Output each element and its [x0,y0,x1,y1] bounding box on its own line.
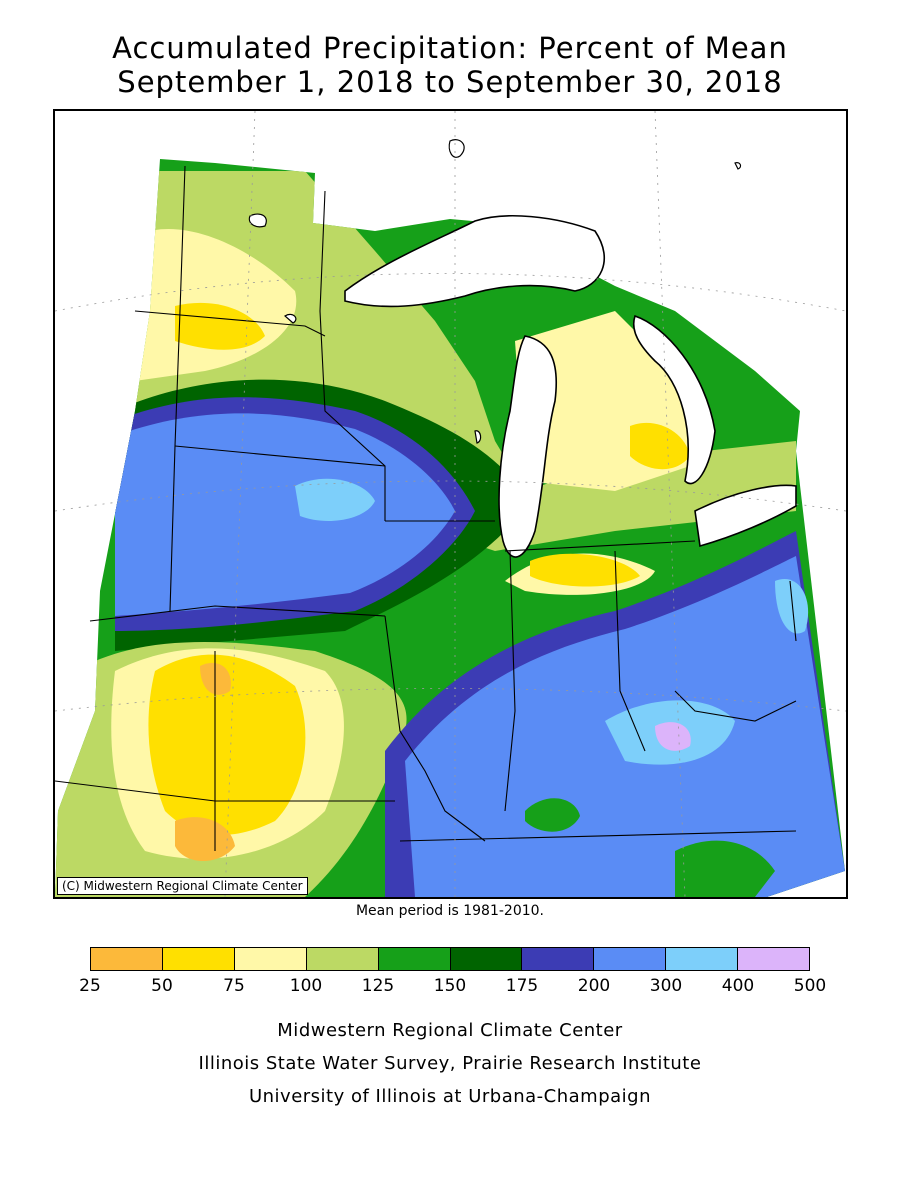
border-mi-in [504,540,696,552]
border-ky-tn [399,830,797,842]
legend-tick-label: 200 [577,976,611,996]
legend-swatch-9 [738,948,810,970]
legend-tick-label: 500 [793,976,827,996]
map-frame: (C) Midwestern Regional Climate Center [53,109,848,899]
small-lakes [248,139,742,444]
field-125-150-tn [525,798,580,832]
great-lakes [344,215,797,558]
legend-swatch-2 [234,948,307,970]
legend-tick-label: 125 [361,976,395,996]
legend-swatch-7 [594,948,667,970]
credit-line3: University of Illinois at Urbana-Champai… [248,1086,652,1107]
lake-michigan [498,335,557,558]
field-125-150-se [675,840,775,897]
field-300-400-oh [775,579,809,634]
map-title-line1: Accumulated Precipitation: Percent of Me… [112,31,788,65]
legend-tick-label: 300 [649,976,683,996]
lake-superior [344,215,606,308]
copyright-note: (C) Midwestern Regional Climate Center [57,877,308,895]
border-mo-il [384,615,486,842]
credit-line1: Midwestern Regional Climate Center [277,1020,623,1041]
field-100-125-north [135,171,796,551]
legend-swatch-4 [378,948,451,970]
legend-swatch-5 [450,948,523,970]
legend-swatch-8 [666,948,739,970]
mean-period-note: Mean period is 1981-2010. [355,903,545,919]
credit-line2: Illinois State Water Survey, Prairie Res… [198,1053,702,1074]
field-50-75-mi [630,422,690,470]
legend-tick-label: 75 [223,976,245,996]
legend-ticks: 25 50 75 100 125 150 175 200 300 400 500 [79,976,826,1000]
map-title-line2: September 1, 2018 to September 30, 2018 [117,65,783,99]
border-il-in [504,550,516,812]
field-50-75-nd [175,302,265,350]
legend-tick-label: 400 [721,976,755,996]
legend-tick-label: 100 [289,976,323,996]
border-in-oh [614,550,646,752]
lake-huron [633,314,716,485]
border-oh-ky-wv [674,690,797,722]
field-25-50-ks [175,817,235,861]
legend-swatch-6 [522,948,595,970]
border-ne-ks [89,605,386,622]
state-borders [55,165,797,851]
border-mn-wi [319,190,386,521]
border-sd-ne [174,445,386,467]
legend-tick-label: 50 [151,976,173,996]
legend-tick-label: 175 [505,976,539,996]
legend-swatch-0 [91,948,163,970]
field-50-75-in [530,553,640,587]
color-legend [90,947,810,971]
graticule [55,111,846,897]
field-50-75-south [148,654,306,835]
field-300-400-upper [295,478,375,521]
legend-swatch-3 [306,948,379,970]
border-west-dakotas [169,165,186,612]
legend-tick-label: 150 [433,976,467,996]
field-400-500-ky [655,722,691,751]
border-nd-sd [134,310,326,337]
border-oh-pa [789,580,797,642]
precip-map [55,111,846,897]
legend-tick-label: 25 [79,976,101,996]
legend-swatch-1 [162,948,235,970]
lake-erie [694,484,797,548]
